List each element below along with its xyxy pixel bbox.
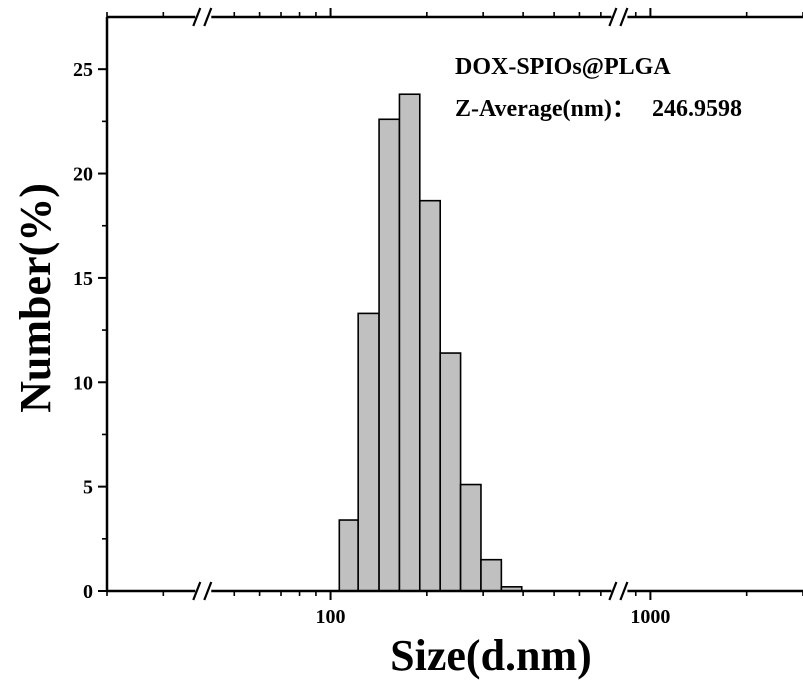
y-tick-label: 10 [73, 372, 93, 394]
axis-break-slash [608, 581, 618, 601]
axis-break-gap [611, 587, 628, 595]
histogram-bar [357, 312, 380, 592]
axis-break-slash [619, 581, 629, 601]
bar-series [338, 93, 523, 592]
histogram-bar [398, 93, 421, 592]
z-average-value: 246.9598 [652, 96, 742, 122]
x-axis-title: Size(d.nm) [390, 631, 592, 680]
axis-break-gap [195, 587, 212, 595]
axis-break-slash [619, 7, 629, 27]
histogram-bar [338, 519, 359, 592]
axis-break-slash [203, 581, 213, 601]
y-tick-label: 5 [83, 477, 93, 499]
histogram-bar [418, 199, 442, 592]
axis-break-slash [203, 7, 213, 27]
y-tick-label: 15 [73, 268, 93, 290]
axis-break-slash [192, 7, 202, 27]
histogram-bar [480, 558, 503, 592]
axis-break-gap [611, 13, 628, 21]
histogram-bar [378, 118, 401, 592]
x-axis-ticks: 100 1000 [106, 8, 803, 628]
axes-frame [105, 15, 803, 593]
histogram-bar [459, 483, 482, 592]
sample-name-label: DOX-SPIOs@PLGA [455, 54, 671, 80]
axis-break-marks [192, 7, 629, 601]
z-average-label: Z-Average(nm)： [455, 96, 636, 122]
axis-break-slash [608, 7, 618, 27]
y-tick-label: 20 [73, 164, 93, 186]
y-axis-title: Number(%) [11, 183, 60, 413]
y-axis-ticks: 0 5 10 15 20 25 [73, 59, 107, 603]
y-tick-label: 25 [73, 59, 93, 81]
y-tick-label: 0 [83, 581, 93, 603]
histogram-bar [439, 352, 462, 592]
x-tick-label: 100 [316, 606, 346, 628]
axis-break-gap [195, 13, 212, 21]
x-tick-label: 1000 [630, 606, 670, 628]
axis-break-slash [192, 581, 202, 601]
